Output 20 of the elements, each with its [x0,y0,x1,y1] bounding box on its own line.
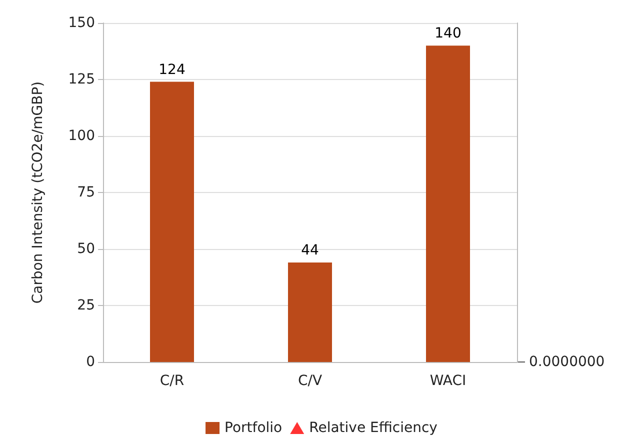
x-tick-label: WACI [430,373,466,389]
y-tick-label: 50 [77,241,95,257]
text: 0.0000000 [529,354,605,370]
y-tick-label: 100 [68,128,95,144]
y-tick-label: 0 [86,354,95,370]
data-label: 140 [434,26,462,42]
bar [150,82,194,362]
y-tick-label: 75 [77,184,95,200]
data-label: 44 [301,242,319,259]
legend-label: Relative Efficiency [309,420,438,436]
x-tick-label: C/V [298,373,322,389]
y-tick-label: 125 [68,72,95,88]
bar [426,46,470,362]
y-tick-label: 150 [68,15,95,31]
legend-label: Portfolio [224,420,282,436]
x-tick-label: C/R [160,373,184,389]
bar [288,262,332,362]
y-tick-label: 25 [77,298,95,314]
y-axis-title: Carbon Intensity (tCO2e/mGBP) [30,81,46,304]
data-label: 124 [158,62,186,78]
